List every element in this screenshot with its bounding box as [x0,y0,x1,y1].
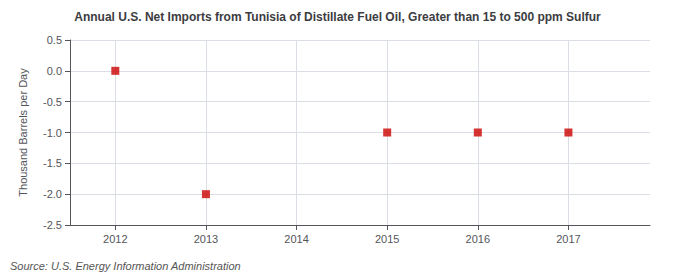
svg-text:2017: 2017 [556,233,580,245]
svg-text:Annual U.S. Net Imports from T: Annual U.S. Net Imports from Tunisia of … [74,10,601,24]
svg-text:2015: 2015 [375,233,399,245]
svg-text:-0.5: -0.5 [43,96,62,108]
svg-text:Source: U.S. Energy Informatio: Source: U.S. Energy Information Administ… [10,260,241,272]
svg-text:2012: 2012 [103,233,127,245]
svg-text:-2.5: -2.5 [43,219,62,231]
svg-text:2013: 2013 [194,233,218,245]
svg-text:-1.0: -1.0 [43,127,62,139]
svg-text:0.5: 0.5 [47,34,62,46]
svg-text:Thousand Barrels per Day: Thousand Barrels per Day [17,68,29,197]
svg-text:2014: 2014 [284,233,308,245]
svg-text:2016: 2016 [466,233,490,245]
svg-text:-2.0: -2.0 [43,188,62,200]
svg-text:0.0: 0.0 [47,65,62,77]
svg-text:-1.5: -1.5 [43,157,62,169]
